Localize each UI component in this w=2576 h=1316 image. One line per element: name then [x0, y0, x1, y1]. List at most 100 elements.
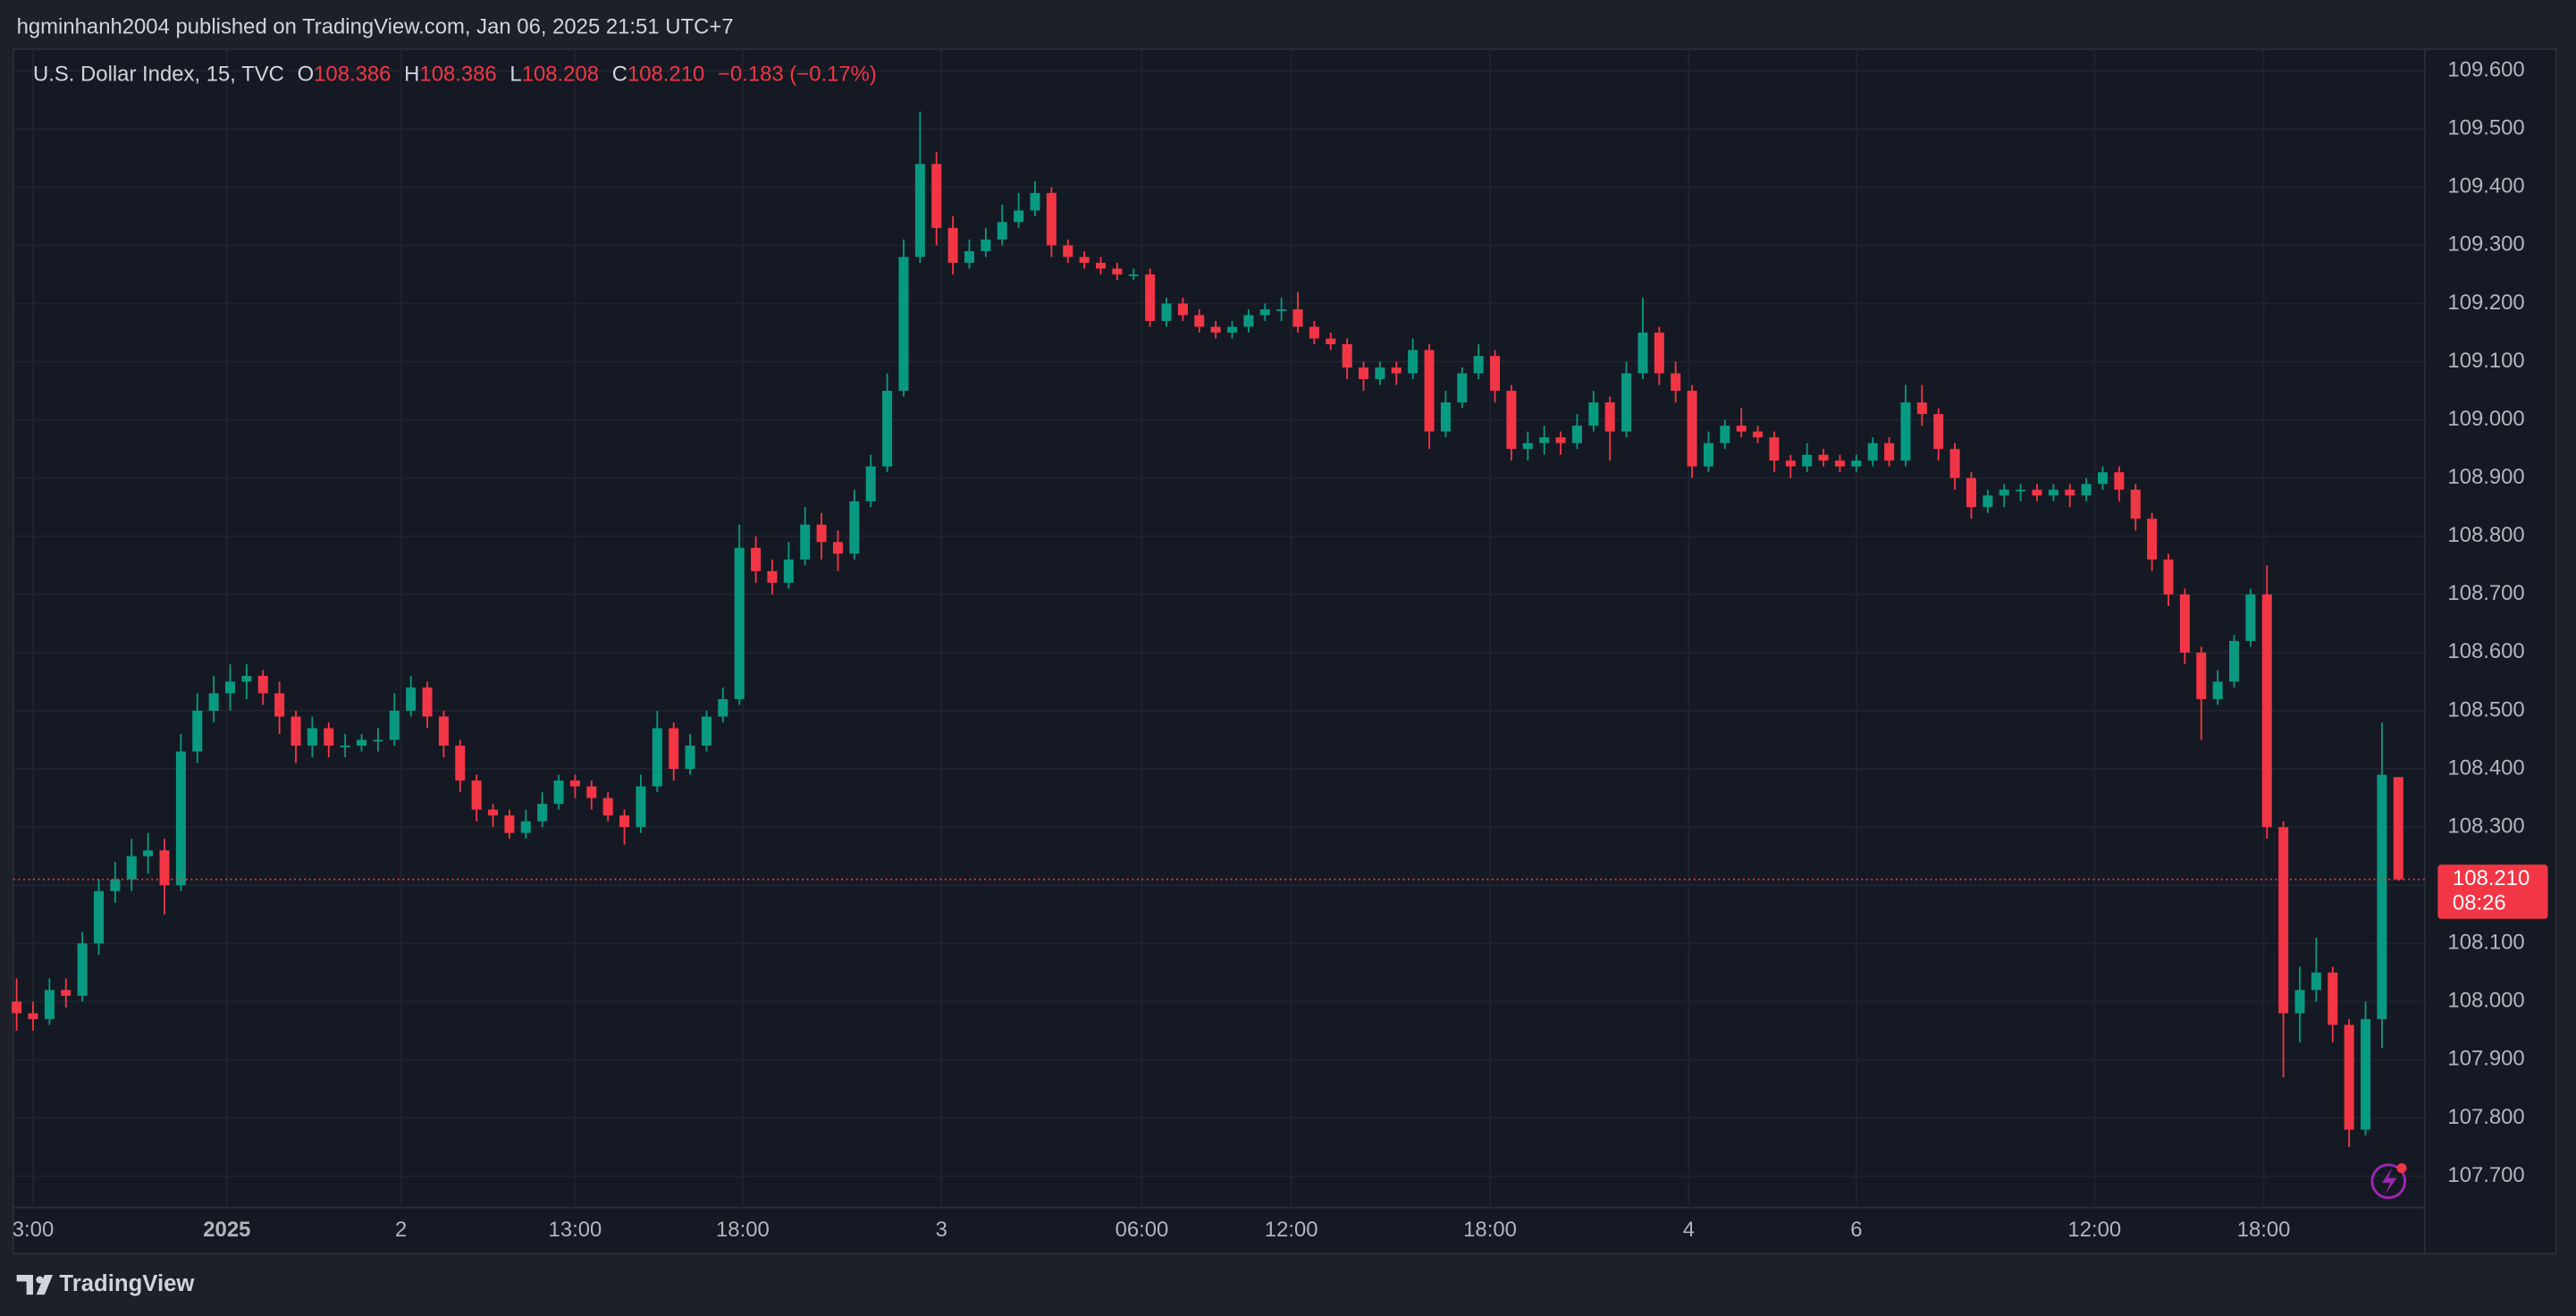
candle-body — [865, 466, 876, 502]
legend-key: L — [509, 63, 521, 87]
candle-body — [2016, 489, 2026, 492]
candle-body — [947, 227, 958, 263]
change: −0.183 (−0.17%) — [718, 63, 877, 87]
candle-body — [1210, 326, 1221, 333]
candle-body — [619, 815, 630, 828]
candle-body — [1621, 373, 1632, 432]
candle-body — [257, 675, 268, 694]
y-tick-label: 108.000 — [2447, 989, 2524, 1013]
symbol: U.S. Dollar Index, 15, TVC — [33, 63, 284, 87]
candle-body — [685, 746, 695, 770]
candle-body — [488, 809, 499, 816]
candle-body — [1769, 437, 1780, 461]
candle-body — [307, 728, 317, 747]
grid — [13, 49, 2425, 1208]
candle-body — [767, 570, 778, 583]
candle-body — [832, 542, 843, 554]
candle-body — [2212, 681, 2223, 699]
y-tick-label: 108.700 — [2447, 581, 2524, 605]
y-tick-label: 108.600 — [2447, 639, 2524, 663]
tradingview-logo — [16, 1275, 54, 1295]
x-tick-label: 4 — [1683, 1218, 1695, 1242]
candle-body — [751, 547, 762, 571]
candle-body — [783, 559, 794, 583]
candle-body — [208, 693, 219, 711]
x-tick-label: 2 — [395, 1218, 407, 1242]
y-tick-label: 108.400 — [2447, 755, 2524, 780]
candle-body — [931, 164, 942, 228]
x-tick-label: 06:00 — [1115, 1218, 1169, 1242]
candle-body — [849, 501, 860, 554]
candle-body — [504, 815, 515, 833]
candle-body — [44, 990, 55, 1019]
candle-body — [537, 804, 548, 822]
candle-body — [175, 751, 186, 886]
candle-body — [1867, 443, 1878, 461]
candle-body — [2130, 489, 2141, 519]
candle-body — [110, 879, 121, 891]
candle-body — [225, 681, 236, 694]
candle-body — [2344, 1025, 2354, 1130]
candle-body — [553, 780, 564, 805]
candle-body — [1457, 373, 1468, 403]
candle-body — [1966, 477, 1976, 508]
candle-body — [1490, 356, 1501, 392]
candle-body — [2048, 489, 2058, 496]
x-tick-label: 12:00 — [1265, 1218, 1318, 1242]
candle-body — [586, 786, 597, 798]
candle-body — [241, 675, 252, 682]
candle-body — [800, 524, 811, 560]
candle-body — [1703, 443, 1713, 467]
candle-body — [61, 990, 72, 996]
candle-body — [2393, 777, 2403, 880]
candle-body — [520, 821, 531, 833]
candle-body — [77, 943, 88, 996]
candle-body — [1408, 350, 1418, 374]
candle-body — [1555, 437, 1566, 443]
countdown-label: 08:26 — [2453, 891, 2506, 915]
y-tick-label: 107.800 — [2447, 1105, 2524, 1129]
y-tick-label: 108.900 — [2447, 465, 2524, 489]
candle-body — [602, 797, 613, 816]
candle-body — [12, 1001, 22, 1014]
legend-value: 108.210 — [627, 63, 704, 87]
legend: U.S. Dollar Index, 15, TVC O108.386 H108.3… — [33, 63, 877, 87]
legend-key: C — [612, 63, 627, 87]
candle-body — [1604, 402, 1615, 432]
candle-body — [2147, 519, 2158, 560]
candle-body — [1753, 431, 1764, 438]
candle-body — [1983, 495, 1993, 508]
candle-body — [1177, 303, 1188, 316]
candle-body — [422, 687, 433, 717]
candle-body — [1687, 391, 1697, 467]
candle-body — [274, 693, 285, 717]
candle-body — [1063, 245, 1073, 257]
candle-body — [1227, 326, 1238, 333]
candle-body — [192, 710, 203, 752]
candle-body — [1145, 274, 1156, 322]
y-tick-label: 108.300 — [2447, 814, 2524, 838]
x-tick-label: 3 — [936, 1218, 947, 1242]
x-tick-label: 12:00 — [2067, 1218, 2121, 1242]
y-tick-label: 109.300 — [2447, 232, 2524, 257]
candle-body — [1375, 367, 1385, 380]
y-tick-label: 109.000 — [2447, 407, 2524, 431]
last-price-label: 108.210 — [2453, 866, 2530, 890]
candle-body — [455, 746, 466, 781]
candle-body — [701, 716, 711, 747]
candle-body — [636, 786, 646, 828]
candle-body — [652, 728, 662, 787]
candle-body — [1440, 402, 1451, 432]
candle-body — [406, 687, 417, 711]
candle-body — [2294, 990, 2305, 1014]
candle-body — [2311, 972, 2321, 991]
candle-body — [373, 739, 383, 742]
candle-body — [2032, 489, 2042, 496]
candle-body — [1259, 309, 1270, 316]
legend-key: H — [404, 63, 419, 87]
candle-body — [669, 728, 679, 770]
legend-key: O — [298, 63, 315, 87]
candle-body — [290, 716, 301, 747]
candle-body — [1326, 338, 1336, 345]
candle-body — [1243, 315, 1254, 327]
